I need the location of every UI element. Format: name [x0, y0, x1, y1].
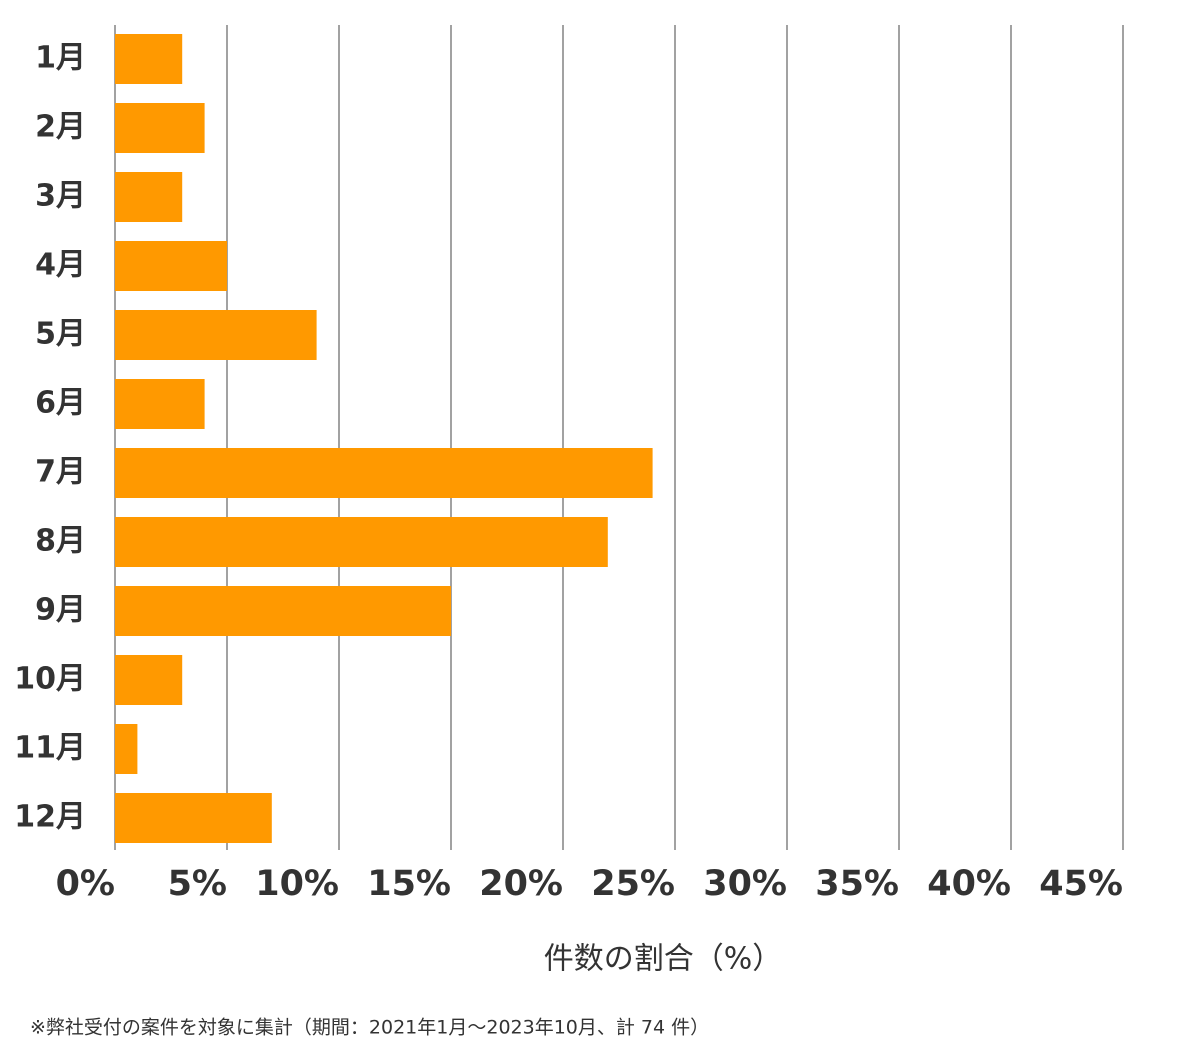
x-tick-label: 10% [255, 864, 339, 904]
bar [115, 724, 138, 774]
x-tick-label: 40% [927, 864, 1011, 904]
x-tick-label: 35% [815, 864, 899, 904]
footnote: ※弊社受付の案件を対象に集計（期間：2021年1月～2023年10月、計 74 … [30, 1017, 709, 1039]
y-tick-label: 5月 [35, 317, 86, 352]
x-tick-label: 45% [1039, 864, 1123, 904]
bar [115, 241, 227, 291]
y-tick-label: 12月 [14, 800, 86, 835]
y-tick-label: 6月 [35, 386, 86, 421]
x-tick-label: 25% [591, 864, 675, 904]
bar [115, 172, 183, 222]
bar [115, 103, 205, 153]
y-tick-label: 1月 [35, 41, 86, 76]
bar [115, 586, 451, 636]
x-axis-title: 件数の割合（%） [544, 942, 783, 977]
x-tick-label: 20% [479, 864, 563, 904]
bar [115, 34, 183, 84]
y-tick-label: 7月 [35, 455, 86, 490]
y-tick-label: 3月 [35, 179, 86, 214]
x-tick-label: 30% [703, 864, 787, 904]
x-tick-label: 5% [168, 864, 227, 904]
y-tick-label: 9月 [35, 593, 86, 628]
bar [115, 517, 608, 567]
bar [115, 448, 653, 498]
bar [115, 655, 183, 705]
bar [115, 793, 272, 843]
x-tick-label: 0% [56, 864, 115, 904]
y-tick-label: 10月 [14, 662, 86, 697]
y-tick-label: 8月 [35, 524, 86, 559]
y-tick-label: 11月 [14, 731, 86, 766]
x-tick-label: 15% [367, 864, 451, 904]
bar [115, 310, 317, 360]
bar [115, 379, 205, 429]
y-tick-label: 2月 [35, 110, 86, 145]
y-tick-label: 4月 [35, 248, 86, 283]
